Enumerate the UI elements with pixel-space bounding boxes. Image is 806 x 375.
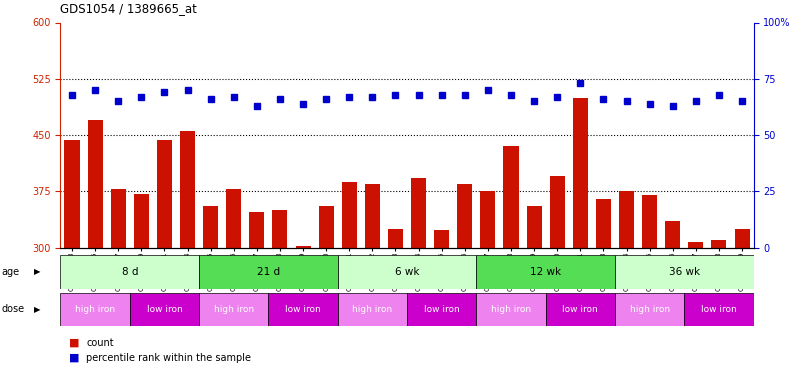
Text: 6 wk: 6 wk — [395, 267, 419, 277]
Bar — [338, 292, 407, 326]
Text: high iron: high iron — [629, 305, 670, 314]
Bar — [268, 292, 338, 326]
Text: low iron: low iron — [285, 305, 321, 314]
Bar — [296, 246, 310, 248]
Bar — [110, 189, 126, 248]
Text: ■: ■ — [69, 338, 79, 348]
Bar — [199, 292, 268, 326]
Text: count: count — [86, 338, 114, 348]
Bar — [199, 255, 338, 289]
Bar — [615, 292, 684, 326]
Bar — [365, 184, 380, 248]
Bar — [684, 292, 754, 326]
Text: age: age — [2, 267, 19, 277]
Text: GDS1054 / 1389665_at: GDS1054 / 1389665_at — [60, 2, 197, 15]
Bar — [550, 176, 565, 248]
Text: high iron: high iron — [75, 305, 115, 314]
Bar — [504, 146, 518, 248]
Bar — [546, 292, 615, 326]
Bar — [249, 211, 264, 248]
Text: high iron: high iron — [491, 305, 531, 314]
Text: dose: dose — [2, 304, 25, 314]
Text: ■: ■ — [69, 353, 79, 363]
Bar — [318, 206, 334, 248]
Bar — [411, 178, 426, 248]
Text: 21 d: 21 d — [257, 267, 280, 277]
Bar — [734, 229, 750, 248]
Bar — [615, 255, 754, 289]
Bar — [342, 182, 357, 248]
Bar — [480, 191, 496, 248]
Text: percentile rank within the sample: percentile rank within the sample — [86, 353, 251, 363]
Bar — [434, 230, 449, 248]
Text: 36 wk: 36 wk — [669, 267, 700, 277]
Text: 12 wk: 12 wk — [530, 267, 561, 277]
Bar — [642, 195, 657, 248]
Text: 8 d: 8 d — [122, 267, 138, 277]
Bar — [60, 292, 130, 326]
Bar — [134, 194, 149, 248]
Bar — [596, 199, 611, 248]
Bar — [619, 191, 634, 248]
Bar — [476, 255, 615, 289]
Bar — [338, 255, 476, 289]
Bar — [130, 292, 199, 326]
Bar — [688, 242, 704, 248]
Text: ▶: ▶ — [34, 305, 40, 314]
Bar — [388, 229, 403, 248]
Bar — [526, 206, 542, 248]
Bar — [88, 120, 102, 248]
Bar — [573, 98, 588, 248]
Bar — [180, 130, 195, 248]
Bar — [226, 189, 241, 248]
Text: low iron: low iron — [701, 305, 737, 314]
Bar — [272, 210, 288, 248]
Bar — [157, 140, 172, 248]
Bar — [60, 255, 199, 289]
Bar — [457, 184, 472, 248]
Text: low iron: low iron — [147, 305, 182, 314]
Text: low iron: low iron — [563, 305, 598, 314]
Bar — [64, 140, 80, 248]
Text: low iron: low iron — [424, 305, 459, 314]
Bar — [203, 206, 218, 248]
Bar — [665, 221, 680, 248]
Text: ▶: ▶ — [34, 267, 40, 276]
Text: high iron: high iron — [352, 305, 393, 314]
Bar — [712, 240, 726, 248]
Bar — [476, 292, 546, 326]
Text: high iron: high iron — [214, 305, 254, 314]
Bar — [407, 292, 476, 326]
